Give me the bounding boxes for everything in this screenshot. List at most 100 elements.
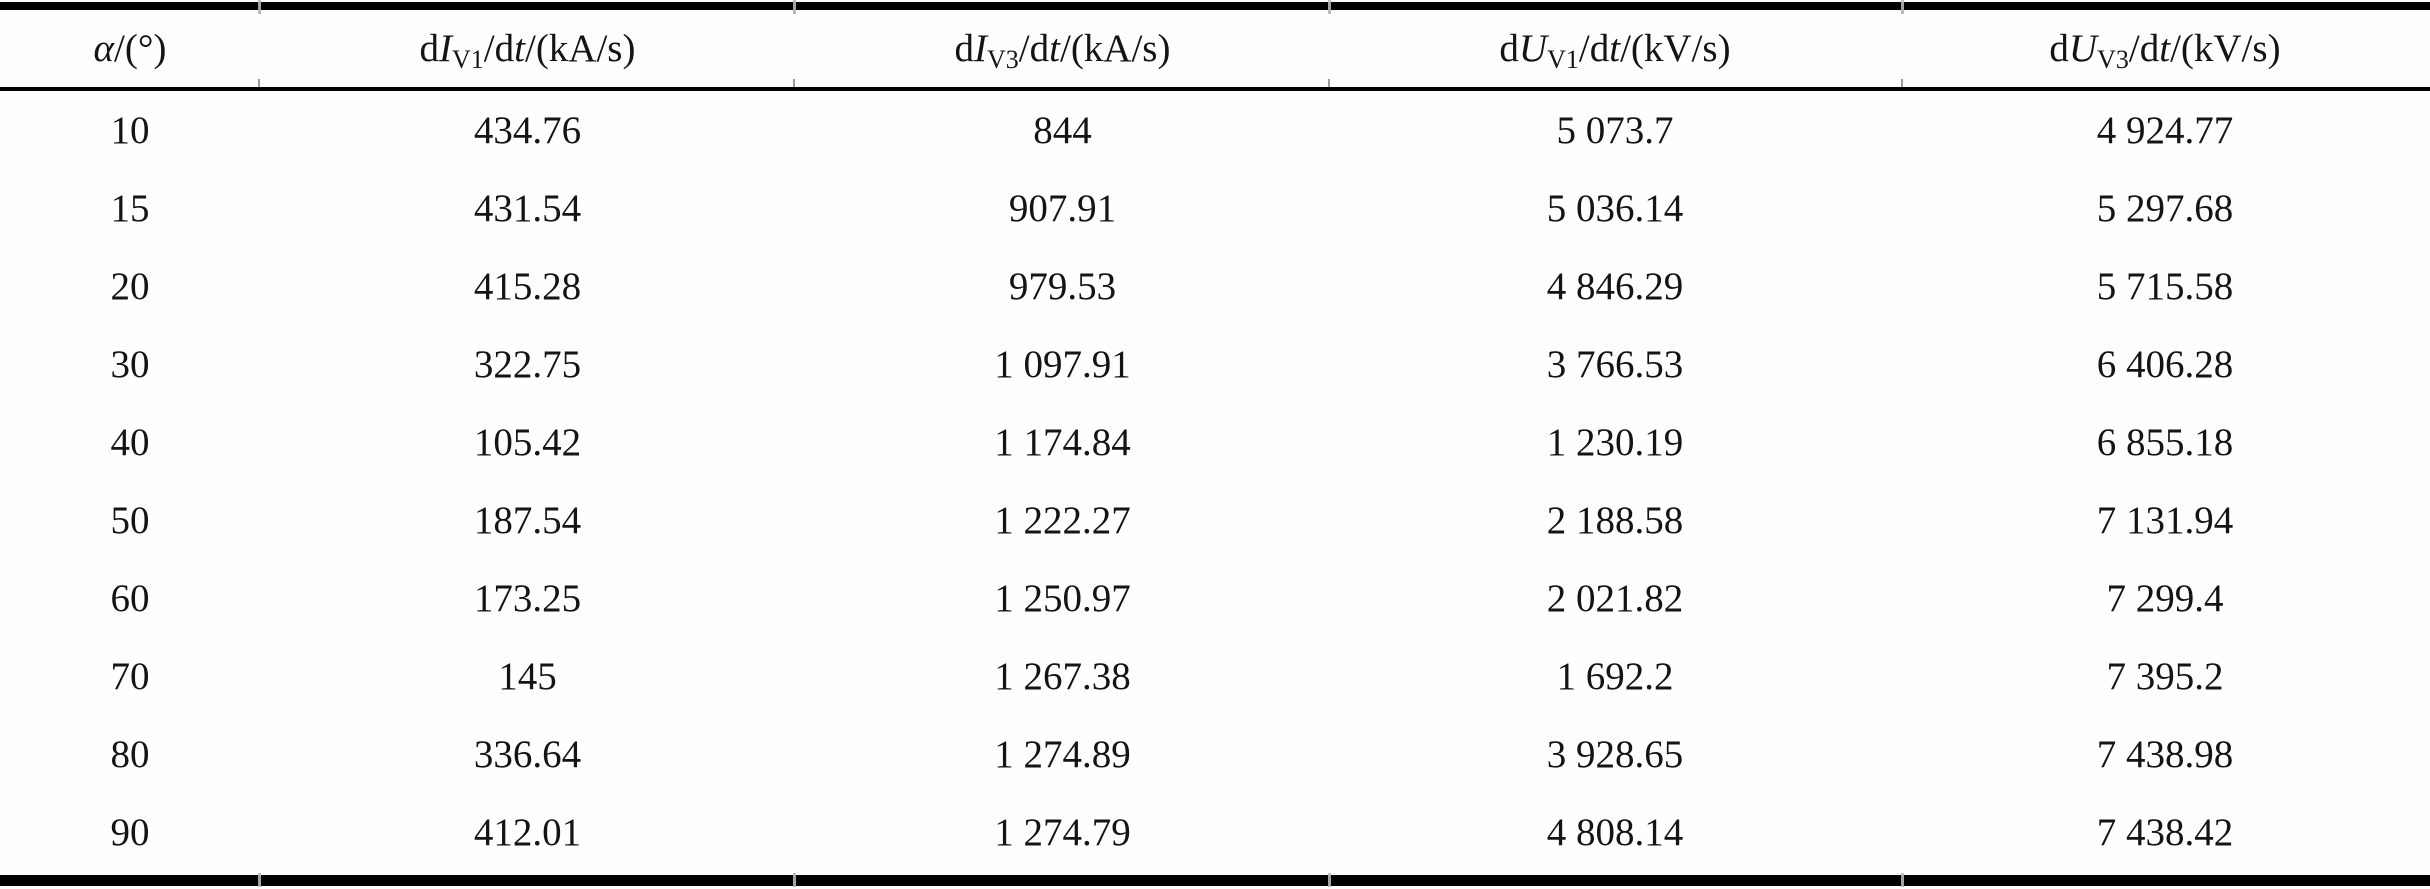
header-cell-alpha: α/(°) bbox=[0, 10, 260, 91]
table-cell: 434.76 bbox=[473, 108, 582, 152]
table-cell: 7 131.94 bbox=[2096, 498, 2234, 542]
voltage-symbol: U bbox=[2068, 27, 2098, 70]
table-cell: 1 250.97 bbox=[994, 576, 1131, 620]
table-cell: 1 692.2 bbox=[1556, 654, 1674, 698]
table-row: 90 412.01 1 274.79 4 808.14 7 438.42 bbox=[0, 793, 2430, 871]
header-cell-div3dt: dIV3/dt/(kA/s) bbox=[795, 10, 1330, 91]
table-row: 20 415.28 979.53 4 846.29 5 715.58 bbox=[0, 247, 2430, 325]
table-row: 50 187.54 1 222.27 2 188.58 7 131.94 bbox=[0, 481, 2430, 559]
header-cell-duv3dt: dUV3/dt/(kV/s) bbox=[1900, 10, 2430, 91]
table-row: 10 434.76 844 5 073.7 4 924.77 bbox=[0, 89, 2430, 169]
derivative-d: d bbox=[954, 27, 975, 70]
table-cell: 1 274.89 bbox=[994, 732, 1131, 776]
time-symbol: t bbox=[1049, 27, 1060, 70]
table-cell: 336.64 bbox=[473, 732, 582, 776]
table-cell: 15 bbox=[110, 186, 150, 230]
table-cell: 844 bbox=[1033, 108, 1092, 152]
unit-label: /(kA/s) bbox=[524, 27, 636, 70]
table-header: α/(°) dIV1/dt/(kA/s) dIV3/dt/(kA/s) dUV1… bbox=[0, 10, 2430, 91]
valve-subscript: V1 bbox=[1547, 45, 1579, 74]
table-cell: 1 230.19 bbox=[1546, 420, 1684, 464]
table-cell: 6 406.28 bbox=[2096, 342, 2234, 386]
time-symbol: t bbox=[514, 27, 525, 70]
table-cell: 1 174.84 bbox=[994, 420, 1131, 464]
table-cell: 90 bbox=[110, 810, 150, 854]
table-cell: 7 395.2 bbox=[2106, 654, 2224, 698]
alpha-symbol: α bbox=[93, 27, 115, 70]
table-cell: 7 438.42 bbox=[2096, 810, 2234, 854]
unit-label: /(kA/s) bbox=[1059, 27, 1171, 70]
table-cell: 173.25 bbox=[473, 576, 582, 620]
table-row: 40 105.42 1 174.84 1 230.19 6 855.18 bbox=[0, 403, 2430, 481]
column-seam bbox=[1901, 0, 1904, 14]
derivative-d: d bbox=[2049, 27, 2069, 70]
table-cell: 322.75 bbox=[473, 342, 582, 386]
header-cell-duv1dt: dUV1/dt/(kV/s) bbox=[1330, 10, 1900, 91]
table-row: 30 322.75 1 097.91 3 766.53 6 406.28 bbox=[0, 325, 2430, 403]
table-cell: 2 021.82 bbox=[1546, 576, 1684, 620]
header-cell-div1dt: dIV1/dt/(kA/s) bbox=[260, 10, 795, 91]
table-cell: 4 808.14 bbox=[1546, 810, 1684, 854]
table-bottom-border bbox=[0, 873, 2430, 887]
column-seam bbox=[1328, 0, 1331, 14]
table-row: 15 431.54 907.91 5 036.14 5 297.68 bbox=[0, 169, 2430, 247]
column-seam bbox=[793, 0, 796, 14]
table-cell: 40 bbox=[110, 420, 150, 464]
table-row: 60 173.25 1 250.97 2 021.82 7 299.4 bbox=[0, 559, 2430, 637]
time-symbol: t bbox=[1609, 27, 1621, 70]
current-symbol: I bbox=[439, 27, 453, 70]
table-cell: 5 073.7 bbox=[1556, 108, 1674, 152]
over-dt: /d bbox=[1018, 27, 1050, 70]
over-dt: /d bbox=[1578, 27, 1610, 70]
table-cell: 145 bbox=[498, 654, 557, 698]
column-seam bbox=[258, 0, 261, 14]
derivative-d: d bbox=[1499, 27, 1519, 70]
table-cell: 1 267.38 bbox=[994, 654, 1131, 698]
table-cell: 3 766.53 bbox=[1546, 342, 1684, 386]
table-cell: 80 bbox=[110, 732, 150, 776]
voltage-symbol: U bbox=[1518, 27, 1548, 70]
table-cell: 415.28 bbox=[473, 264, 582, 308]
data-table: α/(°) dIV1/dt/(kA/s) dIV3/dt/(kA/s) dUV1… bbox=[0, 10, 2430, 871]
table-cell: 50 bbox=[110, 498, 150, 542]
column-seam bbox=[793, 873, 796, 887]
table-cell: 6 855.18 bbox=[2096, 420, 2234, 464]
table-cell: 7 299.4 bbox=[2106, 576, 2224, 620]
table-cell: 3 928.65 bbox=[1546, 732, 1684, 776]
valve-subscript: V3 bbox=[987, 45, 1019, 74]
table-cell: 431.54 bbox=[473, 186, 582, 230]
table-cell: 30 bbox=[110, 342, 150, 386]
table-cell: 412.01 bbox=[473, 810, 582, 854]
valve-subscript: V3 bbox=[2097, 45, 2129, 74]
table-cell: 979.53 bbox=[1008, 264, 1117, 308]
table-cell: 105.42 bbox=[473, 420, 582, 464]
valve-subscript: V1 bbox=[452, 45, 484, 74]
table-cell: 60 bbox=[110, 576, 150, 620]
table-top-border bbox=[0, 0, 2430, 14]
alpha-unit: /(°) bbox=[114, 27, 167, 70]
table-cell: 4 846.29 bbox=[1546, 264, 1684, 308]
header-row: α/(°) dIV1/dt/(kA/s) dIV3/dt/(kA/s) dUV1… bbox=[0, 10, 2430, 91]
time-symbol: t bbox=[2159, 27, 2171, 70]
column-seam bbox=[1901, 873, 1904, 887]
table-cell: 5 715.58 bbox=[2096, 264, 2234, 308]
table-cell: 7 438.98 bbox=[2096, 732, 2234, 776]
table-cell: 1 222.27 bbox=[994, 498, 1131, 542]
table-cell: 2 188.58 bbox=[1546, 498, 1684, 542]
column-seam bbox=[258, 873, 261, 887]
table-cell: 4 924.77 bbox=[2096, 108, 2234, 152]
table-body: 10 434.76 844 5 073.7 4 924.77 15 431.54 907.91… bbox=[0, 89, 2430, 871]
table-row: 80 336.64 1 274.89 3 928.65 7 438.98 bbox=[0, 715, 2430, 793]
table-cell: 5 297.68 bbox=[2096, 186, 2234, 230]
derivative-d: d bbox=[419, 27, 440, 70]
table-cell: 10 bbox=[110, 108, 150, 152]
unit-label: /(kV/s) bbox=[2170, 27, 2281, 70]
column-seam bbox=[1328, 873, 1331, 887]
over-dt: /d bbox=[2128, 27, 2160, 70]
table-cell: 907.91 bbox=[1008, 186, 1117, 230]
over-dt: /d bbox=[483, 27, 515, 70]
table-row: 70 145 1 267.38 1 692.2 7 395.2 bbox=[0, 637, 2430, 715]
table-cell: 187.54 bbox=[473, 498, 582, 542]
table-cell: 70 bbox=[110, 654, 150, 698]
